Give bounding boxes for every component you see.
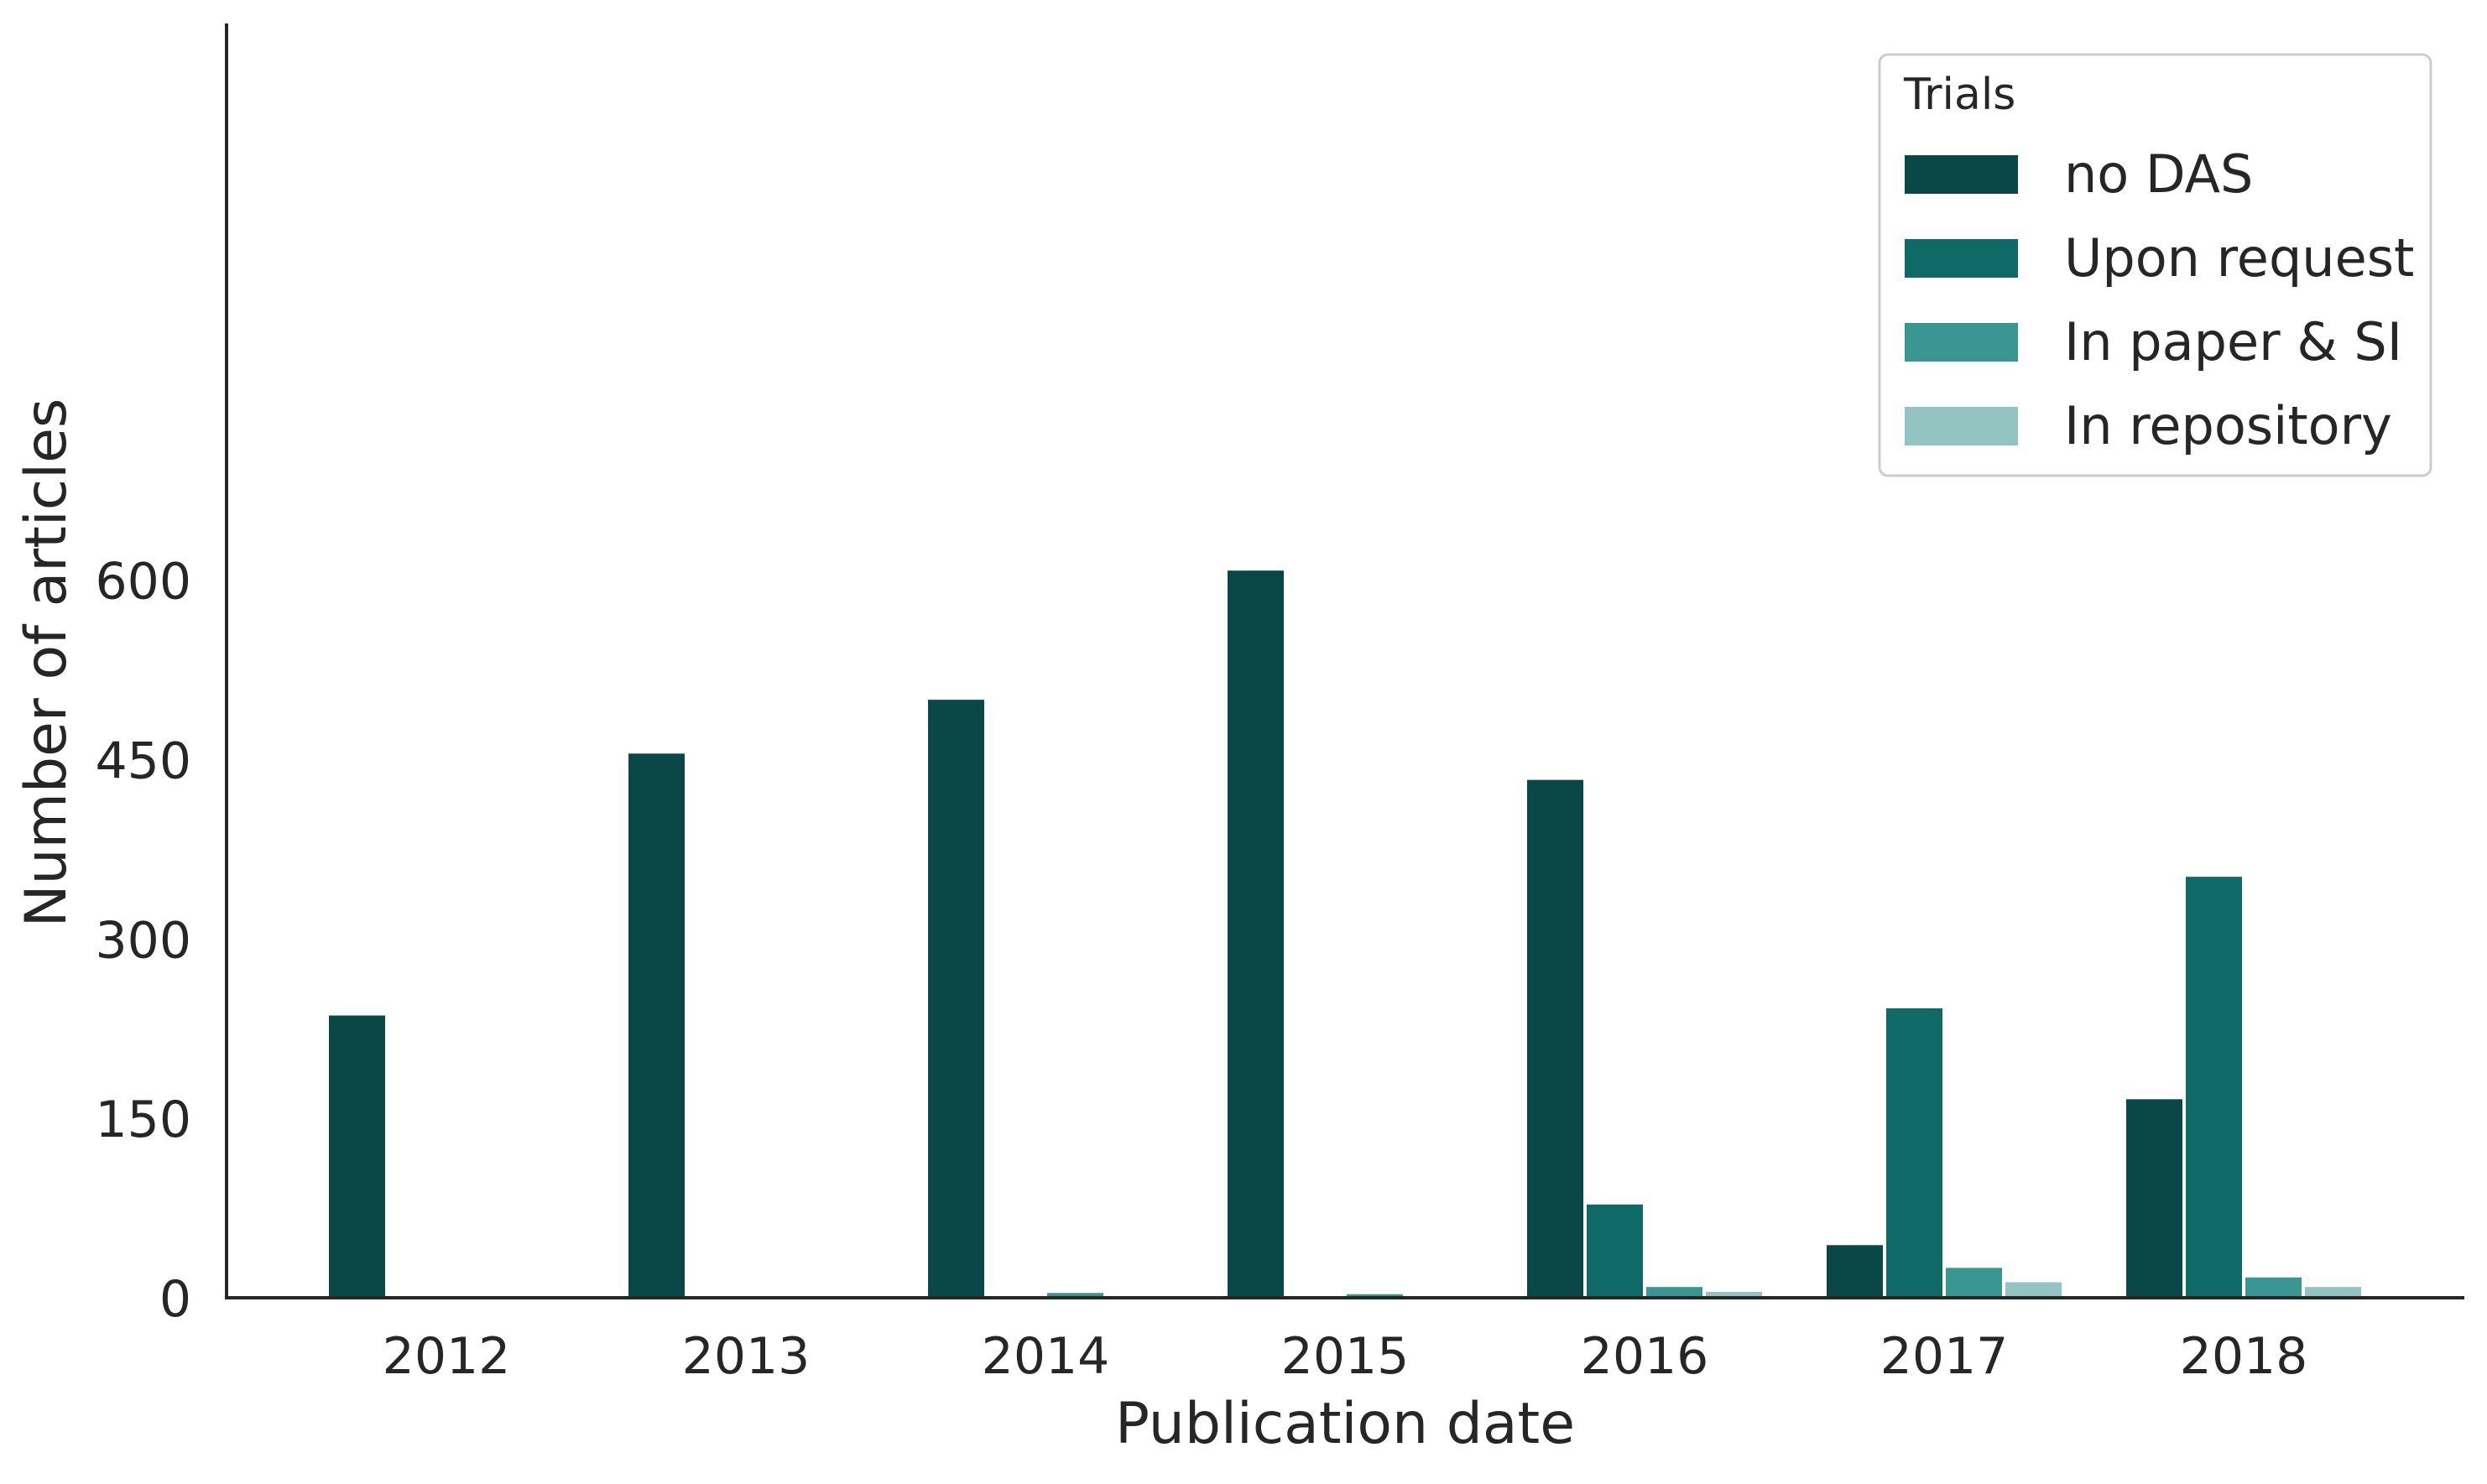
bar-no-das-2014 [928,700,984,1298]
bar-no-das-2017 [1827,1245,1883,1298]
legend-swatch [1905,155,2018,194]
bar-upon-request-2018 [2186,877,2242,1298]
y-tick-label: 450 [95,732,191,790]
bar-in-repository-2018 [2305,1287,2361,1298]
legend-title: Trials [1903,70,2015,120]
y-tick-label: 150 [95,1091,191,1149]
bar-in-paper-si-2015 [1347,1294,1403,1298]
x-tick-label: 2017 [1880,1327,2009,1386]
legend-label: Upon request [2064,227,2414,289]
legend-swatch [1905,323,2018,362]
bar-no-das-2015 [1228,570,1284,1298]
y-tick-label: 600 [95,553,191,612]
x-tick-label: 2013 [682,1327,811,1386]
legend-swatch [1905,407,2018,445]
y-axis-label: Number of articles [13,398,80,928]
bar-no-das-2013 [628,753,685,1298]
y-ticks: 0 150 300 450 600 [95,553,191,1329]
y-tick-label: 300 [95,911,191,970]
x-axis-label: Publication date [1115,1391,1575,1457]
bar-no-das-2016 [1527,779,1583,1298]
bar-in-repository-2016 [1706,1291,1762,1298]
bars-layer [329,570,2361,1298]
legend: Trials no DAS Upon request In paper & SI In… [1878,53,2432,477]
legend-label: In repository [2064,395,2392,456]
x-tick-label: 2018 [2180,1327,2308,1386]
legend-swatch [1905,239,2018,278]
y-tick-label: 0 [159,1270,191,1329]
bar-no-das-2012 [329,1015,385,1298]
x-tick-label: 2016 [1581,1327,1709,1386]
bar-in-paper-si-2018 [2245,1277,2302,1298]
bar-upon-request-2017 [1886,1008,1942,1298]
bar-in-paper-si-2016 [1646,1287,1702,1298]
bar-in-repository-2017 [2005,1282,2062,1298]
bar-in-paper-si-2014 [1047,1293,1103,1298]
x-tick-label: 2012 [383,1327,511,1386]
x-tick-label: 2014 [982,1327,1110,1386]
legend-label: In paper & SI [2064,311,2402,372]
legend-label: no DAS [2064,143,2253,205]
bar-no-das-2018 [2126,1099,2182,1298]
bar-in-paper-si-2017 [1946,1268,2002,1298]
x-ticks: 2012 2013 2014 2015 2016 2017 2018 [383,1327,2308,1386]
legend-entries: no DAS Upon request In paper & SI In reposi… [1905,143,2414,456]
x-tick-label: 2015 [1281,1327,1410,1386]
bar-upon-request-2016 [1587,1204,1643,1298]
